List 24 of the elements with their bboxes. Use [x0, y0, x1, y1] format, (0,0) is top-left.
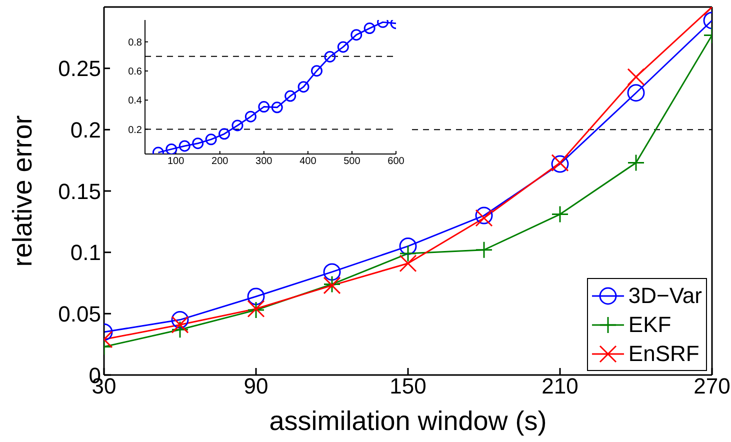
legend-label: EKF	[628, 312, 672, 338]
y-tick-label: 0.2	[70, 117, 101, 142]
legend-label: 3D−Var	[628, 282, 702, 308]
x-tick-label: 400	[300, 156, 317, 168]
y-tick-label: 0.25	[58, 56, 101, 82]
y-tick-label: 0.15	[58, 178, 101, 204]
y-tick-label: 0.2	[128, 124, 142, 136]
x-tick-label: 300	[256, 156, 273, 168]
x-tick-label: 600	[388, 156, 405, 168]
y-tick-label: 0.8	[128, 37, 142, 48]
legend-label: EnSRF	[628, 340, 700, 366]
x-tick-label: 500	[344, 156, 361, 168]
x-tick-label: 100	[167, 156, 185, 168]
y-tick-label: 0.05	[58, 301, 101, 326]
y-tick-label: 0.1	[70, 240, 101, 266]
x-tick-label: 90	[244, 374, 268, 399]
y-tick-label: 0.6	[128, 66, 142, 78]
x-tick-label: 150	[390, 374, 426, 399]
y-axis-title: relative error	[8, 115, 38, 267]
x-tick-label: 200	[212, 156, 229, 168]
x-tick-label: 210	[542, 374, 578, 399]
x-tick-label: 270	[694, 374, 730, 399]
y-tick-label: 0.4	[128, 96, 142, 107]
x-axis-title: assimilation window (s)	[269, 406, 547, 436]
